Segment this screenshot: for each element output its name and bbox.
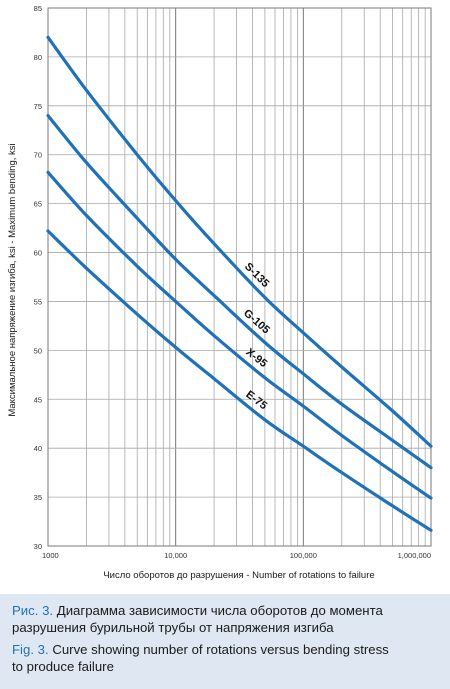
x-tick-label: 1,000,000 [398,551,431,560]
y-tick-label: 65 [34,200,42,209]
y-tick-label: 75 [34,102,42,111]
y-tick-label: 70 [34,151,42,160]
chart: 30 35 40 45 50 55 60 65 70 75 80 85 1000 10,000 100,0… [7,4,433,581]
series-label-x-95: X-95 [244,346,270,370]
caption-en-lead: Fig. 3. [12,642,49,657]
y-tick-label: 35 [34,493,42,502]
x-tick-label: 100,000 [290,551,317,560]
y-tick-label: 60 [34,249,42,258]
series-line-g-105 [46,114,433,470]
caption-ru-text-1: Диаграмма зависимости числа оборотов до … [53,603,383,618]
series-line-e-75 [46,229,433,532]
caption-ru-line-2: разрушения бурильной трубы от напряжения… [12,620,334,635]
series-line-x-95 [46,170,433,500]
y-tick-label: 45 [34,395,42,404]
x-tick-label: 10,000 [164,551,187,560]
y-axis-ticks: 30 35 40 45 50 55 60 65 70 75 80 85 [34,4,42,551]
series-label-e-75: E-75 [243,389,269,413]
y-tick-label: 85 [34,4,42,13]
grid-lines [47,7,432,547]
series-lines [46,35,433,532]
x-axis-ticks: 1000 10,000 100,000 1,000,000 [42,551,431,560]
y-tick-label: 80 [34,53,42,62]
series-line-s-135 [46,35,433,448]
caption-en-line-2: to produce failure [12,659,114,674]
caption-ru-line-1: Рис. 3. Диаграмма зависимости числа обор… [12,602,383,619]
y-tick-label: 30 [34,542,42,551]
series-label-g-105: G-105 [241,307,272,336]
x-tick-label: 1000 [42,551,59,560]
y-axis-title: Максимальное напряжение изгиба, ksi - Ma… [7,143,18,416]
series-label-s-135: S-135 [242,261,271,290]
figure-caption: Рис. 3. Диаграмма зависимости числа обор… [0,594,450,689]
x-axis-title: Число оборотов до разрушения - Number of… [103,570,374,581]
y-tick-label: 50 [34,346,42,355]
plot-frame [47,7,432,547]
y-tick-label: 40 [34,444,42,453]
caption-en-text-1: Curve showing number of rotations versus… [48,642,389,657]
y-tick-label: 55 [34,297,42,306]
caption-ru-lead: Рис. 3. [12,603,54,618]
caption-en-line-1: Fig. 3. Curve showing number of rotation… [12,641,389,658]
